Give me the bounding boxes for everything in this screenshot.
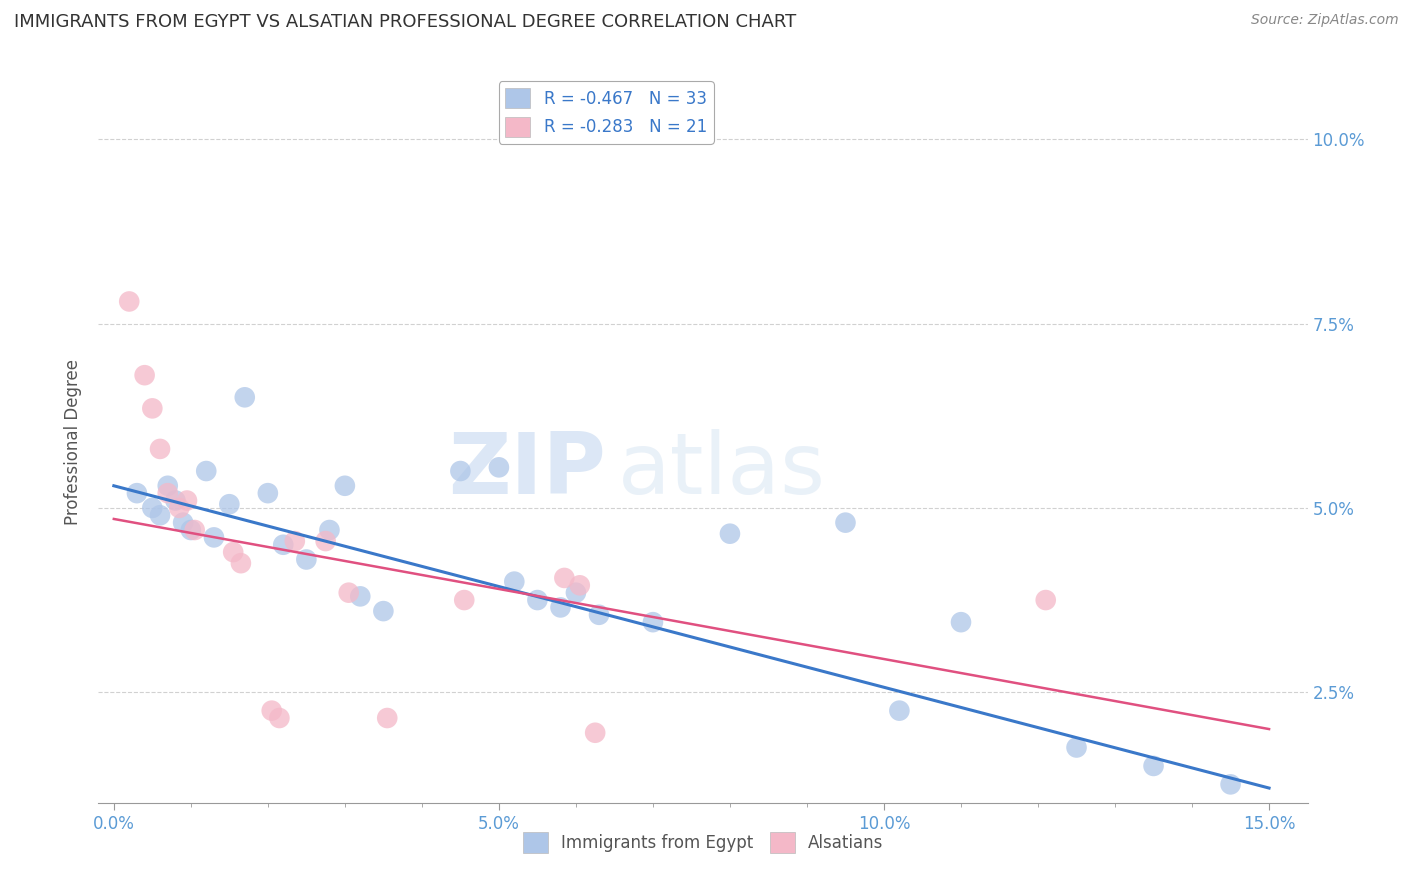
Y-axis label: Professional Degree: Professional Degree [65, 359, 83, 524]
Text: atlas: atlas [619, 429, 827, 512]
Point [1066, 740, 1088, 755]
Point [1219, 777, 1241, 791]
Point [333, 479, 356, 493]
Point [550, 600, 572, 615]
Point [218, 497, 240, 511]
Point [149, 508, 172, 523]
Point [149, 442, 172, 456]
Point [165, 493, 187, 508]
Point [373, 604, 395, 618]
Point [271, 538, 294, 552]
Point [180, 523, 202, 537]
Point [257, 486, 280, 500]
Point [568, 578, 591, 592]
Point [284, 534, 307, 549]
Point [588, 607, 610, 622]
Text: IMMIGRANTS FROM EGYPT VS ALSATIAN PROFESSIONAL DEGREE CORRELATION CHART: IMMIGRANTS FROM EGYPT VS ALSATIAN PROFES… [14, 13, 796, 31]
Point [488, 460, 510, 475]
Point [315, 534, 337, 549]
Point [233, 390, 256, 404]
Point [260, 704, 283, 718]
Point [1142, 759, 1164, 773]
Point [202, 530, 225, 544]
Point [449, 464, 471, 478]
Point [169, 500, 191, 515]
Text: Source: ZipAtlas.com: Source: ZipAtlas.com [1251, 13, 1399, 28]
Point [156, 486, 179, 500]
Point [156, 479, 179, 493]
Point [349, 590, 371, 604]
Point [834, 516, 856, 530]
Point [453, 593, 475, 607]
Point [1035, 593, 1057, 607]
Point [718, 526, 741, 541]
Point [141, 500, 163, 515]
Point [950, 615, 973, 630]
Point [269, 711, 291, 725]
Point [641, 615, 664, 630]
Point [318, 523, 340, 537]
Point [337, 585, 360, 599]
Point [889, 704, 911, 718]
Point [553, 571, 575, 585]
Point [222, 545, 245, 559]
Point [295, 552, 318, 566]
Point [134, 368, 156, 383]
Point [195, 464, 218, 478]
Point [565, 585, 588, 599]
Point [172, 516, 194, 530]
Point [229, 556, 252, 570]
Point [526, 593, 548, 607]
Point [125, 486, 148, 500]
Point [118, 294, 141, 309]
Text: ZIP: ZIP [449, 429, 606, 512]
Legend: Immigrants from Egypt, Alsatians: Immigrants from Egypt, Alsatians [516, 826, 890, 860]
Point [503, 574, 526, 589]
Point [375, 711, 398, 725]
Point [183, 523, 205, 537]
Point [176, 493, 198, 508]
Point [141, 401, 163, 416]
Point [583, 725, 606, 739]
